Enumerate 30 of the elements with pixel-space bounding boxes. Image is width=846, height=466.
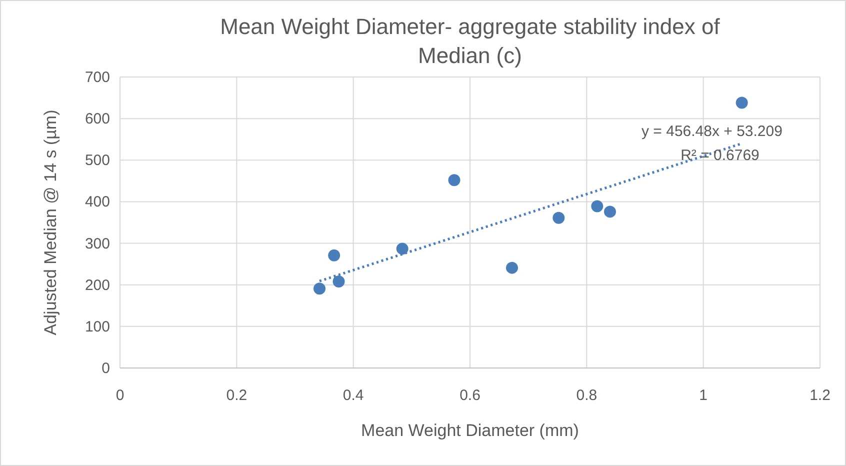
point — [604, 206, 616, 218]
y-tick-label: 700 — [84, 69, 110, 86]
point — [552, 212, 565, 224]
chart-title: Mean Weight Diameter- aggregate stability index of Median (c) — [220, 14, 721, 68]
x-tick-label: 0.8 — [576, 387, 598, 404]
y-tick-label: 0 — [102, 360, 110, 377]
y-tick-label: 500 — [84, 152, 110, 170]
y-tick-label: 100 — [84, 318, 110, 336]
y-tick-label: 600 — [84, 110, 110, 128]
point — [448, 174, 460, 186]
y-axis-title: Adjusted Median @ 14 s (µm) — [41, 110, 60, 336]
x-axis-title: Mean Weight Diameter (mm) — [361, 421, 579, 440]
x-tick-label: 0.4 — [342, 387, 364, 404]
x-tick-label: 1 — [699, 387, 708, 404]
point — [506, 262, 518, 274]
point — [314, 282, 326, 295]
point — [591, 200, 604, 212]
point — [736, 96, 748, 109]
point — [396, 242, 408, 255]
y-tick-label: 300 — [84, 235, 110, 252]
y-tick-label: 200 — [84, 276, 110, 294]
point — [332, 276, 345, 288]
x-tick-label: 0.6 — [460, 387, 480, 404]
x-tick-label: 1.2 — [810, 387, 830, 404]
annotation: R² = 0.6769 — [680, 147, 760, 164]
x-tick-label: 0.2 — [226, 387, 248, 404]
point — [328, 249, 340, 262]
y-tick-label: 400 — [84, 194, 110, 211]
x-tick-label: 0 — [116, 387, 124, 404]
annotation: y = 456.48x + 53.209 — [642, 123, 782, 140]
